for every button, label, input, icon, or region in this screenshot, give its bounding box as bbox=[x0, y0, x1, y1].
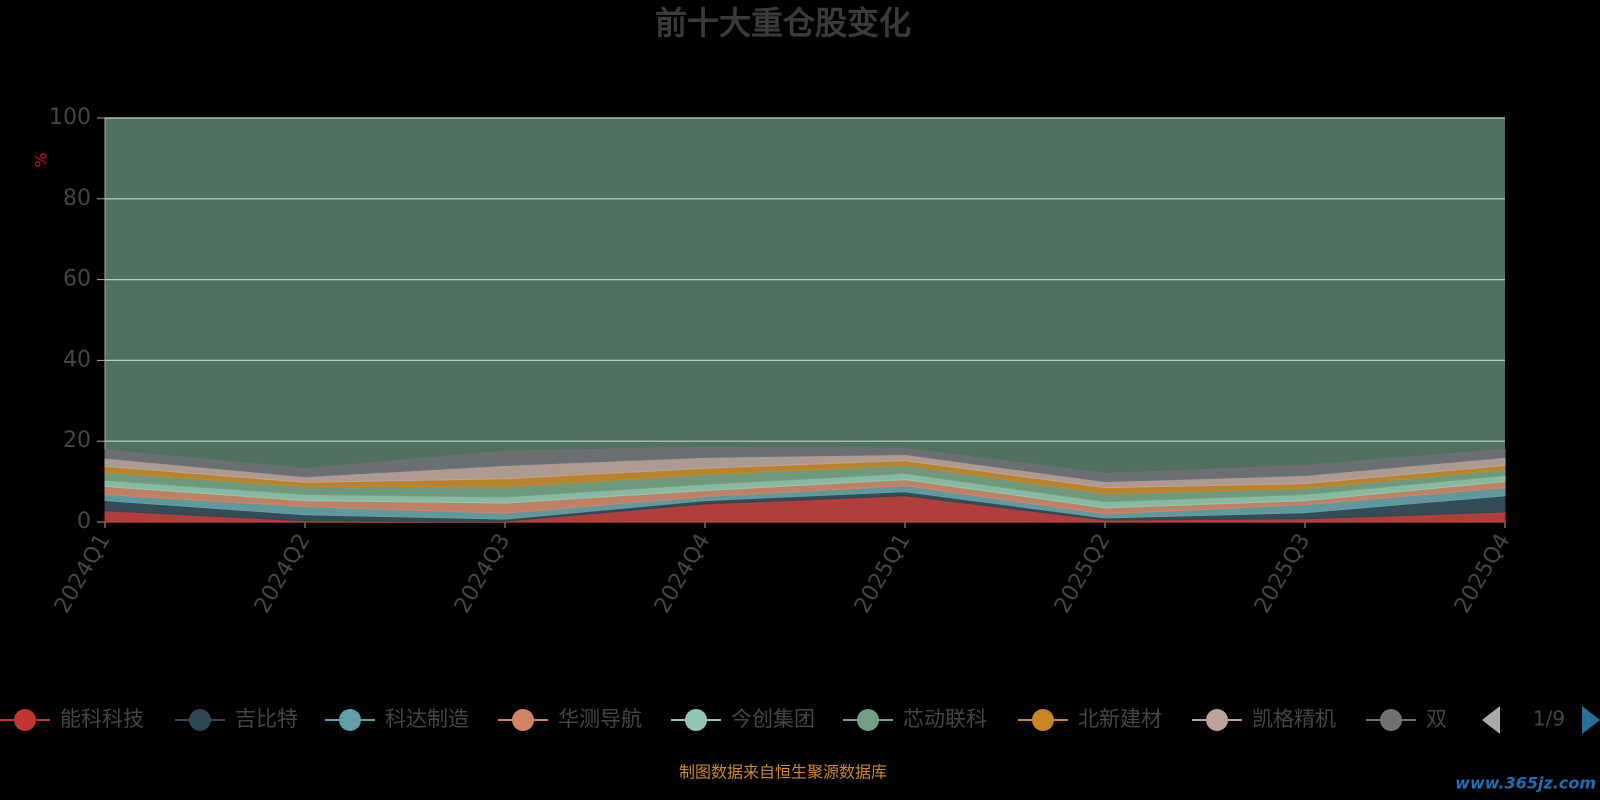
x-tick-label: 2024Q4 bbox=[650, 530, 715, 618]
chart-title: 前十大重仓股变化 bbox=[655, 4, 911, 42]
legend-label: 能科科技 bbox=[60, 707, 144, 731]
legend-marker bbox=[685, 709, 707, 731]
watermark: www.365jz.com bbox=[1455, 774, 1596, 793]
y-tick-label: 100 bbox=[49, 105, 91, 130]
y-tick-label: 40 bbox=[63, 347, 91, 372]
x-tick-label: 2024Q1 bbox=[50, 530, 115, 618]
legend-page: 1/9 bbox=[1533, 707, 1565, 731]
legend-marker bbox=[512, 709, 534, 731]
legend-next[interactable] bbox=[1582, 706, 1600, 734]
legend-marker bbox=[339, 709, 361, 731]
y-axis-label: % bbox=[32, 152, 51, 167]
legend-prev[interactable] bbox=[1482, 706, 1500, 734]
legend-label: 华测导航 bbox=[558, 707, 642, 731]
legend-label: 凯格精机 bbox=[1252, 707, 1336, 731]
legend-marker bbox=[189, 709, 211, 731]
x-tick-label: 2024Q2 bbox=[250, 530, 315, 618]
legend-label: 吉比特 bbox=[235, 707, 298, 731]
x-tick-label: 2024Q3 bbox=[450, 530, 515, 618]
y-tick-label: 0 bbox=[77, 509, 91, 534]
legend-label: 科达制造 bbox=[385, 707, 469, 731]
legend-label: 芯动联科 bbox=[903, 707, 987, 731]
x-tick-label: 2025Q4 bbox=[1450, 530, 1515, 618]
y-tick-label: 60 bbox=[63, 267, 91, 292]
legend-marker bbox=[14, 709, 36, 731]
legend-label: 今创集团 bbox=[731, 707, 815, 731]
legend-label: 双 bbox=[1426, 707, 1447, 731]
x-tick-label: 2025Q2 bbox=[1050, 530, 1115, 618]
legend-marker bbox=[1206, 709, 1228, 731]
legend-marker bbox=[1032, 709, 1054, 731]
y-tick-label: 80 bbox=[63, 186, 91, 211]
x-tick-label: 2025Q1 bbox=[850, 530, 915, 618]
y-tick-label: 20 bbox=[63, 428, 91, 453]
area bbox=[104, 446, 1506, 483]
source-note: 制图数据来自恒生聚源数据库 bbox=[679, 763, 887, 782]
x-tick-label: 2025Q3 bbox=[1250, 530, 1315, 618]
legend: 能科科技 吉比特 科达制造 华测导航 今创集团 芯动联科 北新建材 凯格精机 双 bbox=[0, 707, 1447, 731]
legend-marker bbox=[1380, 709, 1402, 731]
legend-marker bbox=[857, 709, 879, 731]
legend-label: 北新建材 bbox=[1078, 707, 1162, 731]
